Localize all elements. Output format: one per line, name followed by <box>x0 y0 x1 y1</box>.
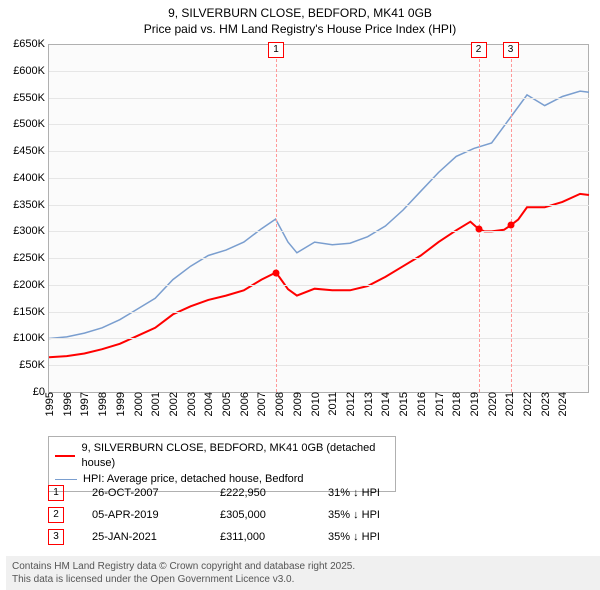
x-axis-tick-label: 1997 <box>77 392 91 416</box>
sale-marker-label: 2 <box>471 42 487 58</box>
y-gridline <box>49 338 589 339</box>
x-axis-tick-label: 1999 <box>113 392 127 416</box>
x-axis-tick-label: 2006 <box>237 392 251 416</box>
sale-marker-label: 1 <box>268 42 284 58</box>
y-gridline <box>49 98 589 99</box>
x-axis-tick-label: 2005 <box>219 392 233 416</box>
x-axis-tick-label: 2002 <box>166 392 180 416</box>
sale-row-date: 05-APR-2019 <box>92 509 192 521</box>
sale-row-index: 2 <box>48 507 64 523</box>
y-gridline <box>49 124 589 125</box>
sale-marker-point <box>475 225 482 232</box>
x-axis-tick-label: 2016 <box>414 392 428 416</box>
y-gridline <box>49 178 589 179</box>
x-axis-tick-label: 2003 <box>184 392 198 416</box>
y-axis-tick-label: £50K <box>19 359 49 371</box>
footer-attribution: Contains HM Land Registry data © Crown c… <box>6 556 600 590</box>
x-axis-tick-label: 2010 <box>308 392 322 416</box>
x-axis-tick-label: 2008 <box>272 392 286 416</box>
sales-table: 1 26-OCT-2007 £222,950 31% ↓ HPI 2 05-APR-201… <box>48 482 418 548</box>
x-axis-tick-label: 1996 <box>60 392 74 416</box>
y-gridline <box>49 365 589 366</box>
x-axis-tick-label: 2020 <box>485 392 499 416</box>
x-axis-tick-label: 2013 <box>361 392 375 416</box>
x-axis-tick-label: 2023 <box>538 392 552 416</box>
sale-row-delta: 35% ↓ HPI <box>328 509 418 521</box>
chart-title: 9, SILVERBURN CLOSE, BEDFORD, MK41 0GB P… <box>0 0 600 37</box>
x-axis-tick-label: 2018 <box>449 392 463 416</box>
legend-item: 9, SILVERBURN CLOSE, BEDFORD, MK41 0GB (… <box>55 441 389 472</box>
x-axis-tick-label: 1995 <box>42 392 56 416</box>
y-axis-tick-label: £350K <box>13 199 49 211</box>
y-gridline <box>49 151 589 152</box>
y-gridline <box>49 71 589 72</box>
chart-series-line <box>49 91 589 338</box>
sale-marker-label: 3 <box>503 42 519 58</box>
x-axis-tick-label: 2024 <box>555 392 569 416</box>
legend-swatch <box>55 479 77 480</box>
sale-row-price: £222,950 <box>220 487 300 499</box>
sale-row-date: 25-JAN-2021 <box>92 531 192 543</box>
y-axis-tick-label: £650K <box>13 38 49 50</box>
y-axis-tick-label: £250K <box>13 252 49 264</box>
y-gridline <box>49 231 589 232</box>
footer-line-1: Contains HM Land Registry data © Crown c… <box>12 560 596 573</box>
sale-marker-point <box>507 222 514 229</box>
x-axis-tick-label: 2021 <box>502 392 516 416</box>
sale-row-price: £305,000 <box>220 509 300 521</box>
x-axis-tick-label: 2000 <box>131 392 145 416</box>
y-axis-tick-label: £200K <box>13 279 49 291</box>
y-axis-tick-label: £450K <box>13 145 49 157</box>
y-axis-tick-label: £100K <box>13 332 49 344</box>
title-line-1: 9, SILVERBURN CLOSE, BEDFORD, MK41 0GB <box>0 6 600 22</box>
y-gridline <box>49 258 589 259</box>
legend-swatch <box>55 455 75 457</box>
x-axis-tick-label: 2019 <box>467 392 481 416</box>
sale-row-index: 1 <box>48 485 64 501</box>
x-axis-tick-label: 2012 <box>343 392 357 416</box>
title-line-2: Price paid vs. HM Land Registry's House … <box>0 22 600 38</box>
sale-row-date: 26-OCT-2007 <box>92 487 192 499</box>
y-axis-tick-label: £300K <box>13 225 49 237</box>
chart-series-line <box>49 194 589 357</box>
x-axis-tick-label: 2007 <box>254 392 268 416</box>
x-axis-tick-label: 1998 <box>95 392 109 416</box>
y-gridline <box>49 205 589 206</box>
y-axis-tick-label: £600K <box>13 65 49 77</box>
sale-row: 1 26-OCT-2007 £222,950 31% ↓ HPI <box>48 482 418 504</box>
sale-row: 3 25-JAN-2021 £311,000 35% ↓ HPI <box>48 526 418 548</box>
sale-row-index: 3 <box>48 529 64 545</box>
legend-label: 9, SILVERBURN CLOSE, BEDFORD, MK41 0GB (… <box>81 441 389 472</box>
chart-svg <box>49 44 589 392</box>
footer-line-2: This data is licensed under the Open Gov… <box>12 573 596 586</box>
x-axis-tick-label: 2022 <box>520 392 534 416</box>
y-gridline <box>49 285 589 286</box>
sale-row-delta: 31% ↓ HPI <box>328 487 418 499</box>
x-axis-tick-label: 2015 <box>396 392 410 416</box>
sale-row-delta: 35% ↓ HPI <box>328 531 418 543</box>
x-axis-tick-label: 2011 <box>325 392 339 416</box>
x-axis-tick-label: 2004 <box>201 392 215 416</box>
sale-marker-line <box>276 44 277 392</box>
sale-row: 2 05-APR-2019 £305,000 35% ↓ HPI <box>48 504 418 526</box>
y-axis-tick-label: £150K <box>13 306 49 318</box>
chart-plot-area: £0£50K£100K£150K£200K£250K£300K£350K£400… <box>48 44 589 393</box>
sale-marker-line <box>511 44 512 392</box>
sale-row-price: £311,000 <box>220 531 300 543</box>
x-axis-tick-label: 2017 <box>432 392 446 416</box>
y-gridline <box>49 312 589 313</box>
sale-marker-point <box>272 269 279 276</box>
y-axis-tick-label: £500K <box>13 118 49 130</box>
x-axis-tick-label: 2001 <box>148 392 162 416</box>
sale-marker-line <box>479 44 480 392</box>
y-axis-tick-label: £400K <box>13 172 49 184</box>
y-axis-tick-label: £550K <box>13 92 49 104</box>
x-axis-tick-label: 2009 <box>290 392 304 416</box>
x-axis-tick-label: 2014 <box>378 392 392 416</box>
page-root: 9, SILVERBURN CLOSE, BEDFORD, MK41 0GB P… <box>0 0 600 590</box>
